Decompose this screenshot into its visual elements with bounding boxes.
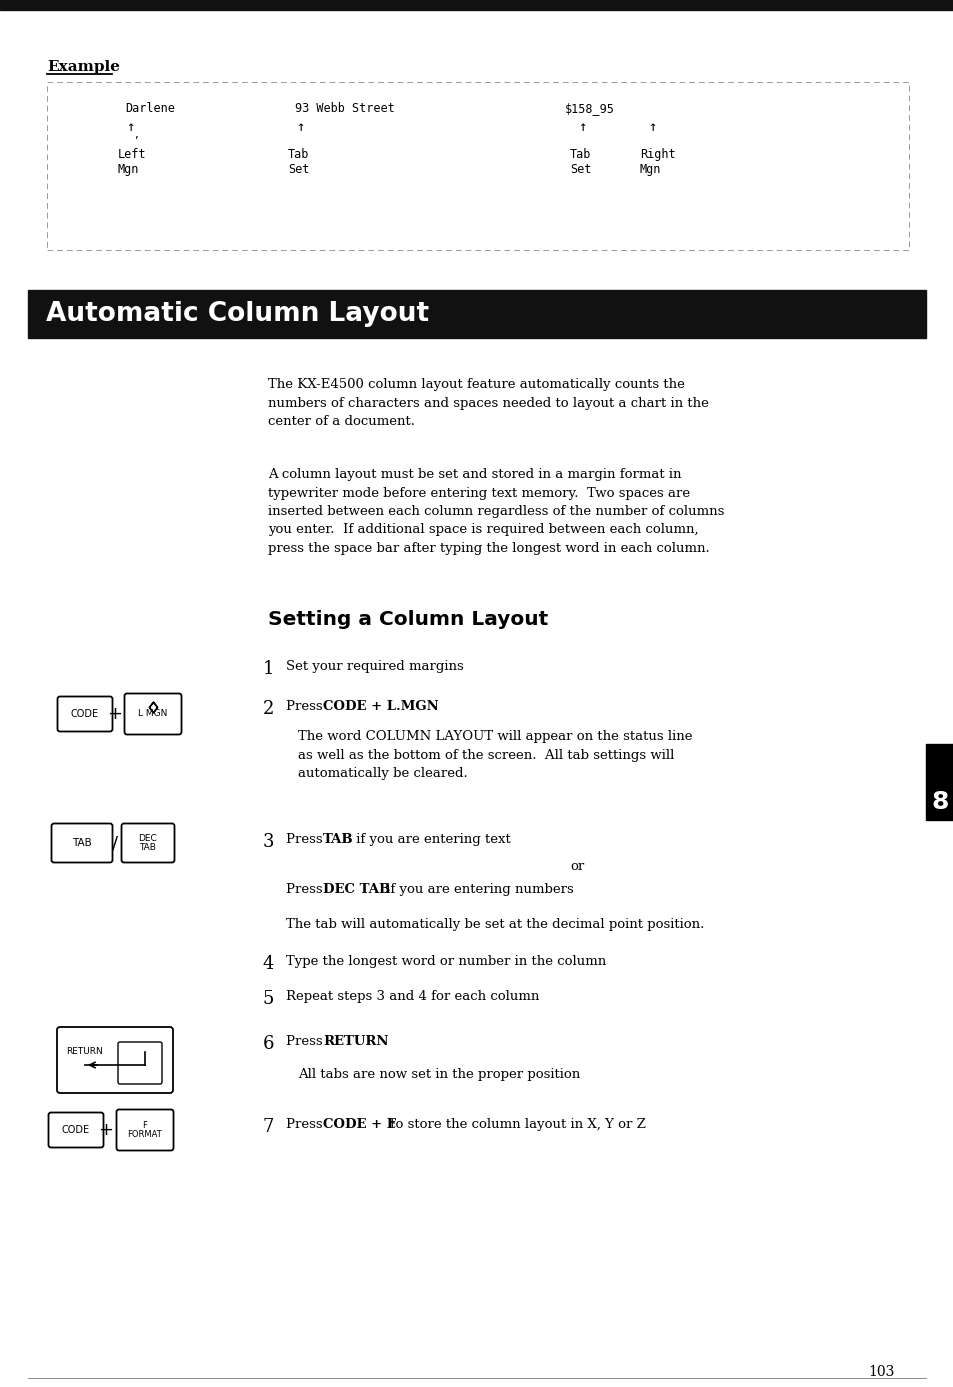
Text: Left: Left (118, 148, 147, 161)
Text: /: / (112, 834, 118, 852)
Text: 8: 8 (930, 791, 947, 814)
Bar (925, 743, 953, 820)
Text: The word COLUMN LAYOUT will appear on the status line
as well as the bottom of t: The word COLUMN LAYOUT will appear on th… (297, 730, 692, 779)
Bar (28, 290, 925, 338)
Text: TAB: TAB (323, 834, 354, 846)
Text: Set your required margins: Set your required margins (286, 660, 463, 673)
Text: Right: Right (639, 148, 675, 161)
Text: Repeat steps 3 and 4 for each column: Repeat steps 3 and 4 for each column (286, 990, 538, 1003)
Text: if you are entering numbers: if you are entering numbers (381, 884, 573, 896)
Text: The KX-E4500 column layout feature automatically counts the
numbers of character: The KX-E4500 column layout feature autom… (268, 379, 708, 429)
Text: Example: Example (47, 60, 120, 74)
Text: L MGN: L MGN (138, 710, 168, 718)
Text: ↑: ↑ (295, 121, 304, 135)
Text: 3: 3 (263, 834, 274, 852)
Text: Press: Press (286, 834, 327, 846)
Text: to store the column layout in X, Y or Z: to store the column layout in X, Y or Z (386, 1118, 645, 1130)
Text: Press: Press (286, 1118, 327, 1130)
FancyBboxPatch shape (51, 824, 112, 863)
Text: Press: Press (286, 1035, 327, 1049)
Text: Darlene: Darlene (125, 103, 174, 115)
Text: ↑: ↑ (126, 121, 134, 135)
Text: Mgn: Mgn (639, 164, 660, 176)
Text: 103: 103 (868, 1365, 894, 1379)
FancyBboxPatch shape (116, 1110, 173, 1150)
Text: 93 Webb Street: 93 Webb Street (294, 103, 395, 115)
Text: A column layout must be set and stored in a margin format in
typewriter mode bef: A column layout must be set and stored i… (268, 467, 723, 555)
Text: 2: 2 (263, 700, 274, 718)
Text: 7: 7 (263, 1118, 274, 1136)
Text: RETURN: RETURN (67, 1047, 103, 1057)
Text: 4: 4 (263, 956, 274, 974)
Text: Setting a Column Layout: Setting a Column Layout (268, 610, 548, 628)
Text: Automatic Column Layout: Automatic Column Layout (46, 301, 429, 327)
Text: ↑: ↑ (578, 121, 586, 135)
Text: Set: Set (288, 164, 309, 176)
Text: TAB: TAB (72, 838, 91, 847)
Text: 1: 1 (263, 660, 274, 678)
FancyBboxPatch shape (125, 694, 181, 735)
Text: $158_95: $158_95 (564, 103, 615, 115)
Text: Type the longest word or number in the column: Type the longest word or number in the c… (286, 956, 605, 968)
Text: RETURN: RETURN (323, 1035, 388, 1049)
FancyBboxPatch shape (49, 1112, 103, 1147)
Text: CODE: CODE (71, 709, 99, 718)
Text: CODE + F: CODE + F (323, 1118, 395, 1130)
Text: Mgn: Mgn (118, 164, 139, 176)
Text: DEC
TAB: DEC TAB (138, 834, 157, 853)
FancyBboxPatch shape (121, 824, 174, 863)
FancyBboxPatch shape (57, 1026, 172, 1093)
Text: DEC TAB: DEC TAB (323, 884, 390, 896)
Text: Set: Set (569, 164, 591, 176)
Text: The tab will automatically be set at the decimal point position.: The tab will automatically be set at the… (286, 918, 703, 931)
Text: if you are entering text: if you are entering text (352, 834, 510, 846)
Text: +: + (98, 1121, 113, 1139)
FancyBboxPatch shape (118, 1042, 162, 1085)
Text: CODE + L.MGN: CODE + L.MGN (323, 700, 438, 713)
Text: ,: , (132, 130, 139, 140)
Text: F
FORMAT: F FORMAT (128, 1121, 162, 1139)
Text: Press: Press (286, 700, 327, 713)
Text: ↑: ↑ (647, 121, 656, 135)
Text: CODE: CODE (62, 1125, 90, 1135)
Text: Press: Press (286, 884, 327, 896)
Text: All tabs are now set in the proper position: All tabs are now set in the proper posit… (297, 1068, 579, 1080)
Bar (0, 0, 953, 10)
Text: 5: 5 (263, 990, 274, 1008)
Text: +: + (108, 705, 122, 723)
Bar (47, 82, 908, 250)
Text: Tab: Tab (569, 148, 591, 161)
Text: 6: 6 (263, 1035, 274, 1053)
Text: Tab: Tab (288, 148, 309, 161)
FancyBboxPatch shape (57, 696, 112, 731)
Text: or: or (570, 860, 584, 872)
